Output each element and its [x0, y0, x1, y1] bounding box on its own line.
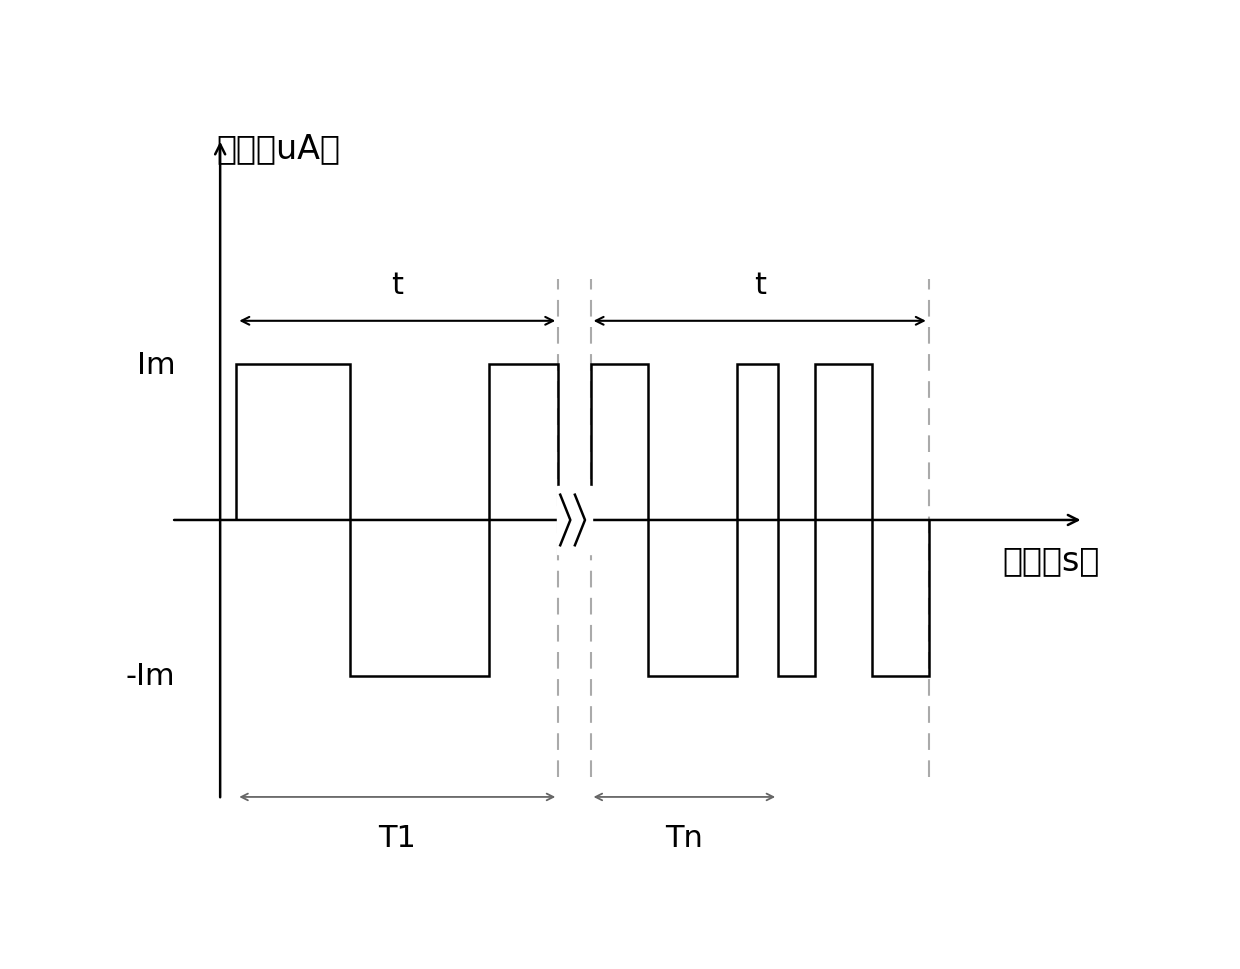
- Text: 电流（uA）: 电流（uA）: [216, 132, 340, 165]
- Text: T1: T1: [378, 824, 417, 853]
- Bar: [557, 486, 593, 554]
- Text: Im: Im: [136, 351, 175, 380]
- Text: t: t: [754, 270, 765, 299]
- Text: t: t: [392, 270, 403, 299]
- Text: -Im: -Im: [125, 662, 175, 690]
- Text: 时间（s）: 时间（s）: [1002, 544, 1100, 577]
- Text: Tn: Tn: [666, 824, 703, 853]
